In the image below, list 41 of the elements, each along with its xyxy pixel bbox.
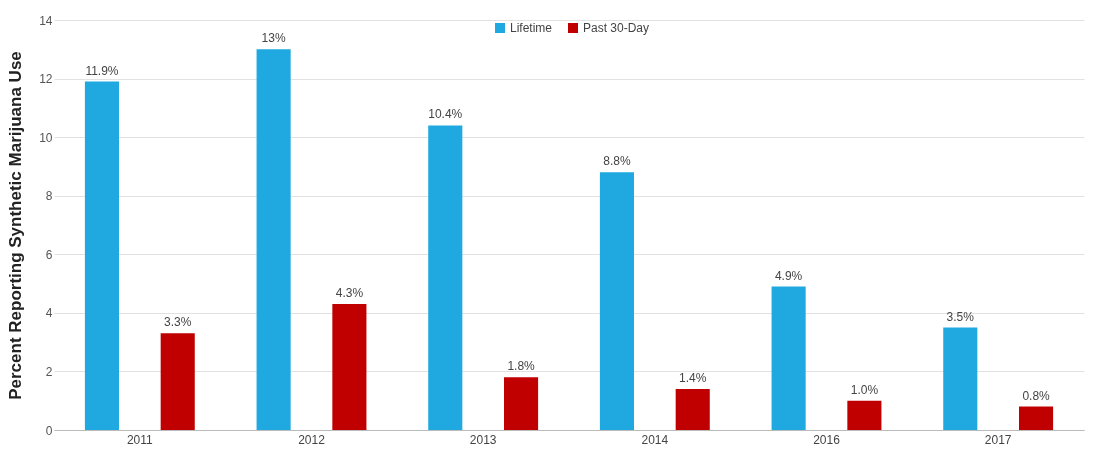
y-tick-label: 4 <box>45 306 53 321</box>
y-tick-label: 14 <box>39 13 53 28</box>
data-label: 8.8% <box>603 154 631 169</box>
bar <box>847 400 882 430</box>
data-label: 1.8% <box>507 359 536 374</box>
data-label: 1.4% <box>679 371 707 385</box>
bar <box>943 327 978 430</box>
bar <box>160 333 195 430</box>
y-tick-label: 8 <box>45 189 53 204</box>
bar <box>1019 406 1054 430</box>
x-tick-label: 2012 <box>298 432 326 447</box>
x-tick-label: 2017 <box>984 432 1012 447</box>
x-tick-label: 2013 <box>469 432 497 447</box>
bar <box>771 286 806 430</box>
bar <box>256 49 291 430</box>
legend-label: Past 30-Day <box>583 21 650 35</box>
data-label: 4.3% <box>335 286 364 301</box>
x-tick-label: 2011 <box>126 432 154 447</box>
y-tick-label: 12 <box>39 72 53 87</box>
bar <box>332 304 367 430</box>
data-label: 4.9% <box>774 268 803 283</box>
data-label: 3.5% <box>946 309 975 324</box>
bar <box>428 125 463 430</box>
data-label: 10.4% <box>428 107 463 122</box>
bar <box>599 172 634 430</box>
y-tick-label: 2 <box>45 364 53 379</box>
y-tick-label: 0 <box>45 423 53 438</box>
data-label: 11.9% <box>85 63 119 78</box>
data-label: 0.8% <box>1022 388 1051 403</box>
y-axis-title: Percent Reporting Synthetic Marijuana Use <box>6 51 26 400</box>
y-tick-label: 10 <box>39 130 53 145</box>
y-tick-label: 6 <box>45 247 53 262</box>
x-tick-label: 2014 <box>641 432 669 447</box>
bar <box>504 377 539 430</box>
data-label: 3.3% <box>164 315 192 330</box>
data-label: 13% <box>261 31 286 46</box>
x-tick-label: 2016 <box>813 432 841 447</box>
bar <box>675 389 710 430</box>
data-label: 1.0% <box>850 382 879 397</box>
legend-label: Lifetime <box>510 21 553 35</box>
bar <box>84 81 119 430</box>
